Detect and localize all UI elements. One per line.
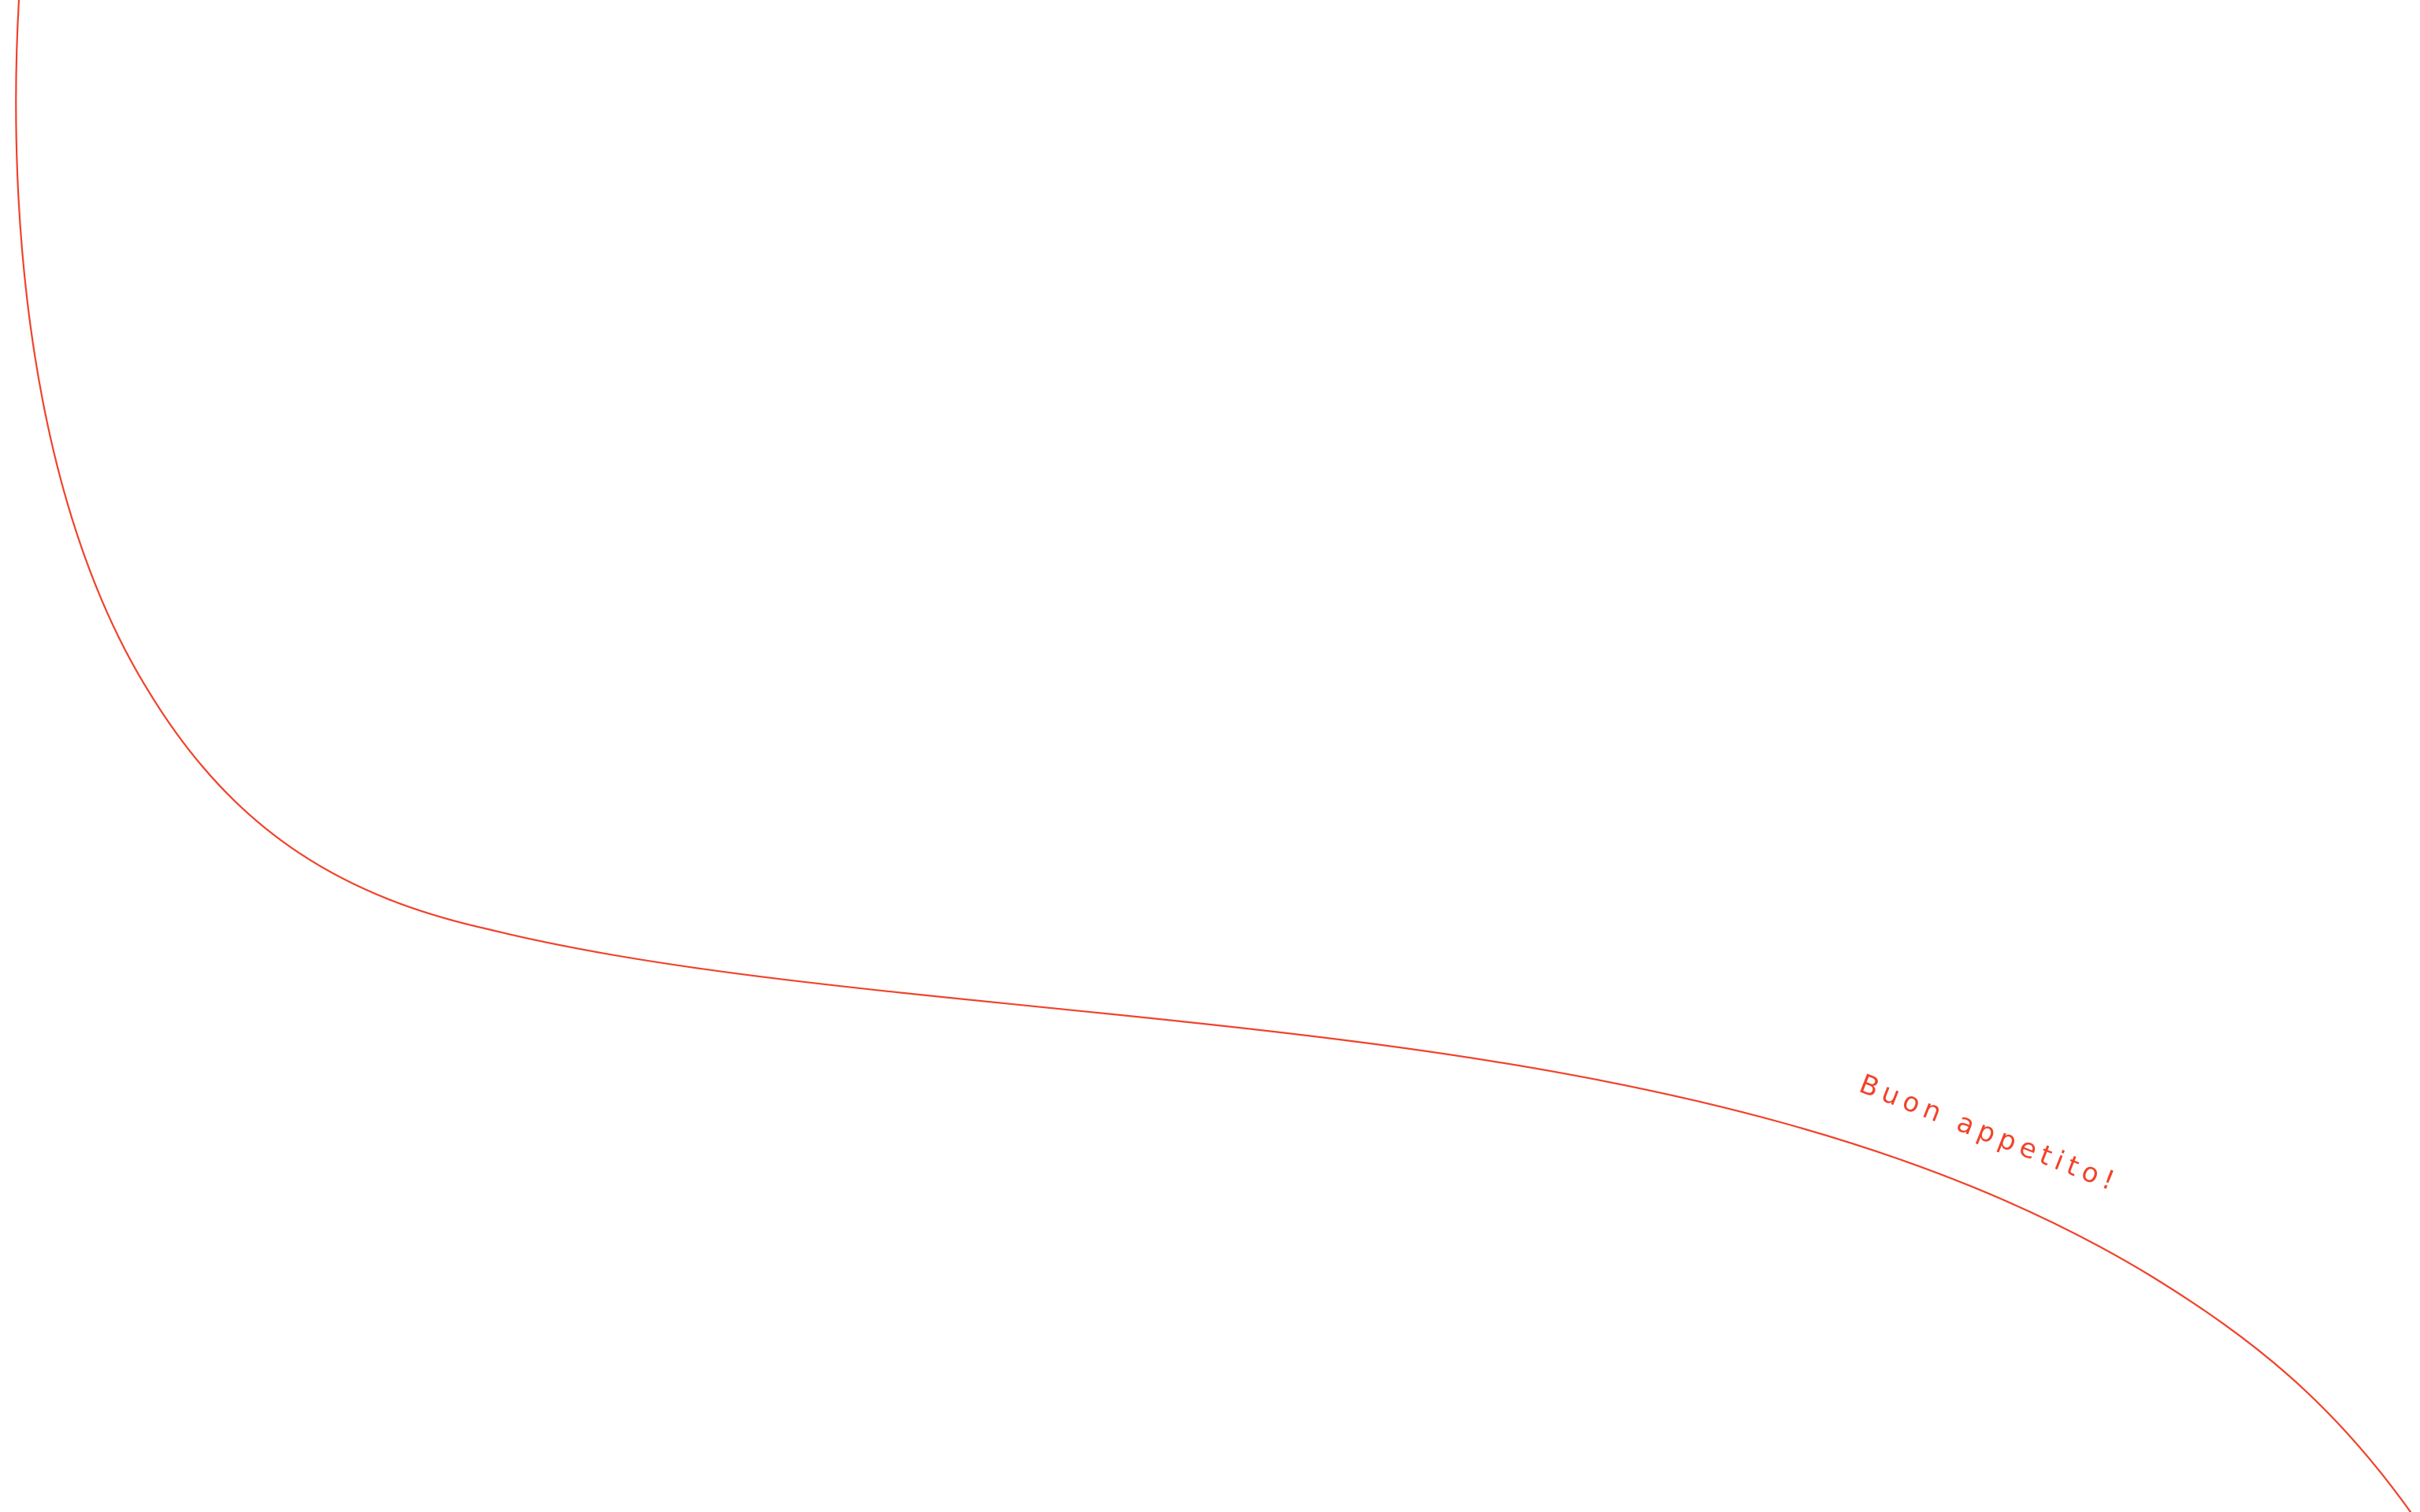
decorative-curve-line bbox=[15, 0, 2412, 1512]
